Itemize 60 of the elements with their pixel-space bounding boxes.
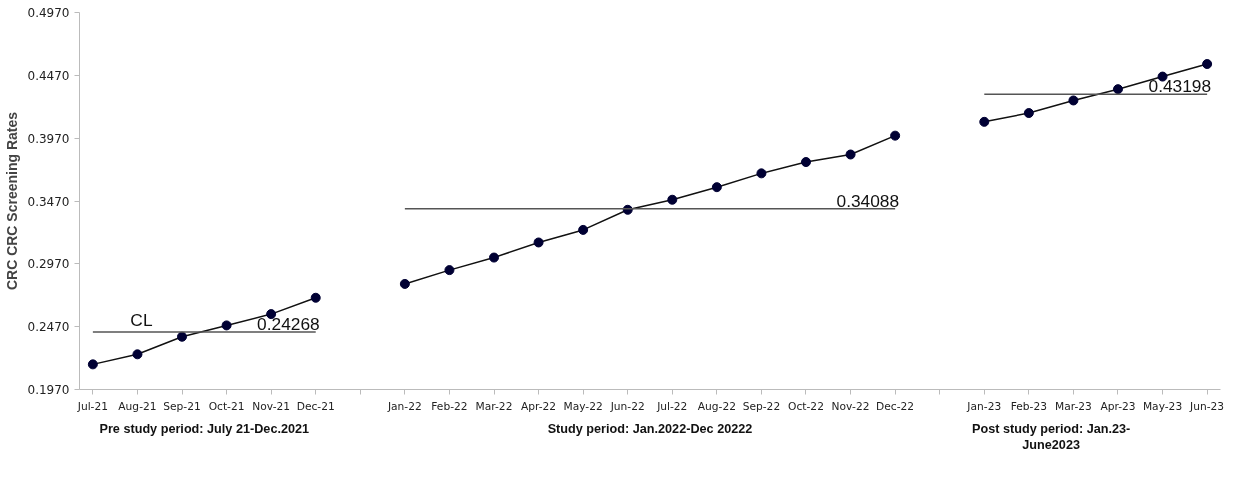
point xyxy=(979,116,990,127)
x-tick-label: Oct-21 xyxy=(208,399,245,413)
x-tick-label: May-22 xyxy=(563,399,603,413)
text: Pre study period: July 21-Dec.2021 xyxy=(99,421,310,436)
point xyxy=(489,252,499,263)
point xyxy=(756,168,767,179)
x-tick-label: Apr-22 xyxy=(521,399,557,413)
annotation: 0.24268 xyxy=(257,314,320,335)
point xyxy=(1202,59,1213,70)
annotation: CL xyxy=(130,310,153,331)
y-tick-label: 0.2970 xyxy=(27,257,70,272)
y-tick-label: 0.2470 xyxy=(27,320,70,335)
x-tick-label: Aug-21 xyxy=(118,399,157,413)
x-tick-label: Aug-22 xyxy=(697,399,736,413)
point xyxy=(1112,84,1123,95)
point xyxy=(132,349,143,360)
y-axis-title: CRC CRC Screening Rates xyxy=(3,111,20,291)
point xyxy=(667,194,678,205)
x-tick-label: Jan-23 xyxy=(966,399,1002,413)
x-tick-label: Jul-22 xyxy=(656,399,688,413)
annotation: 0.43198 xyxy=(1148,76,1212,97)
x-tick-label: Mar-22 xyxy=(475,399,513,413)
point xyxy=(221,320,232,331)
x-tick-label: Sep-22 xyxy=(742,399,781,413)
x-tick-label: Jun-22 xyxy=(609,399,645,413)
point xyxy=(845,149,856,160)
point xyxy=(711,182,722,193)
x-tick-label: Jun-23 xyxy=(1189,399,1225,413)
point xyxy=(444,265,455,276)
x-tick-label: Nov-22 xyxy=(831,399,870,413)
x-tick-label: May-23 xyxy=(1142,399,1183,413)
point xyxy=(801,157,811,168)
point xyxy=(1068,95,1079,106)
x-tick-label: Dec-21 xyxy=(296,399,335,413)
x-tick-label: Feb-22 xyxy=(431,399,468,413)
point xyxy=(310,292,321,303)
x-tick-label: Nov-21 xyxy=(252,399,291,413)
x-tick-label: Sep-21 xyxy=(163,399,201,413)
point xyxy=(890,130,901,141)
x-tick-label: Jan-22 xyxy=(386,399,422,413)
x-tick-label: Mar-23 xyxy=(1055,399,1092,413)
x-tick-label: Apr-23 xyxy=(1100,399,1136,413)
point xyxy=(399,278,410,289)
annotation: 0.34088 xyxy=(836,190,900,211)
point xyxy=(578,224,589,235)
point xyxy=(1023,108,1034,119)
point xyxy=(87,359,98,370)
y-tick-label: 0.3970 xyxy=(27,131,70,146)
x-tick-label: Dec-22 xyxy=(876,399,915,413)
x-tick-label: Oct-22 xyxy=(788,399,824,413)
point xyxy=(533,237,544,248)
point xyxy=(177,331,188,342)
text: Study period: Jan.2022-Dec 20222 xyxy=(547,421,753,436)
y-tick-label: 0.1970 xyxy=(27,383,70,397)
text: Post study period: Jan.23- June2023 xyxy=(972,421,1131,453)
x-tick-label: Jul-21 xyxy=(76,399,109,413)
y-tick-label: 0.4470 xyxy=(27,68,70,83)
y-tick-label: 0.4970 xyxy=(27,6,70,20)
x-tick-label: Feb-23 xyxy=(1010,399,1047,413)
y-tick-label: 0.3470 xyxy=(27,194,70,209)
